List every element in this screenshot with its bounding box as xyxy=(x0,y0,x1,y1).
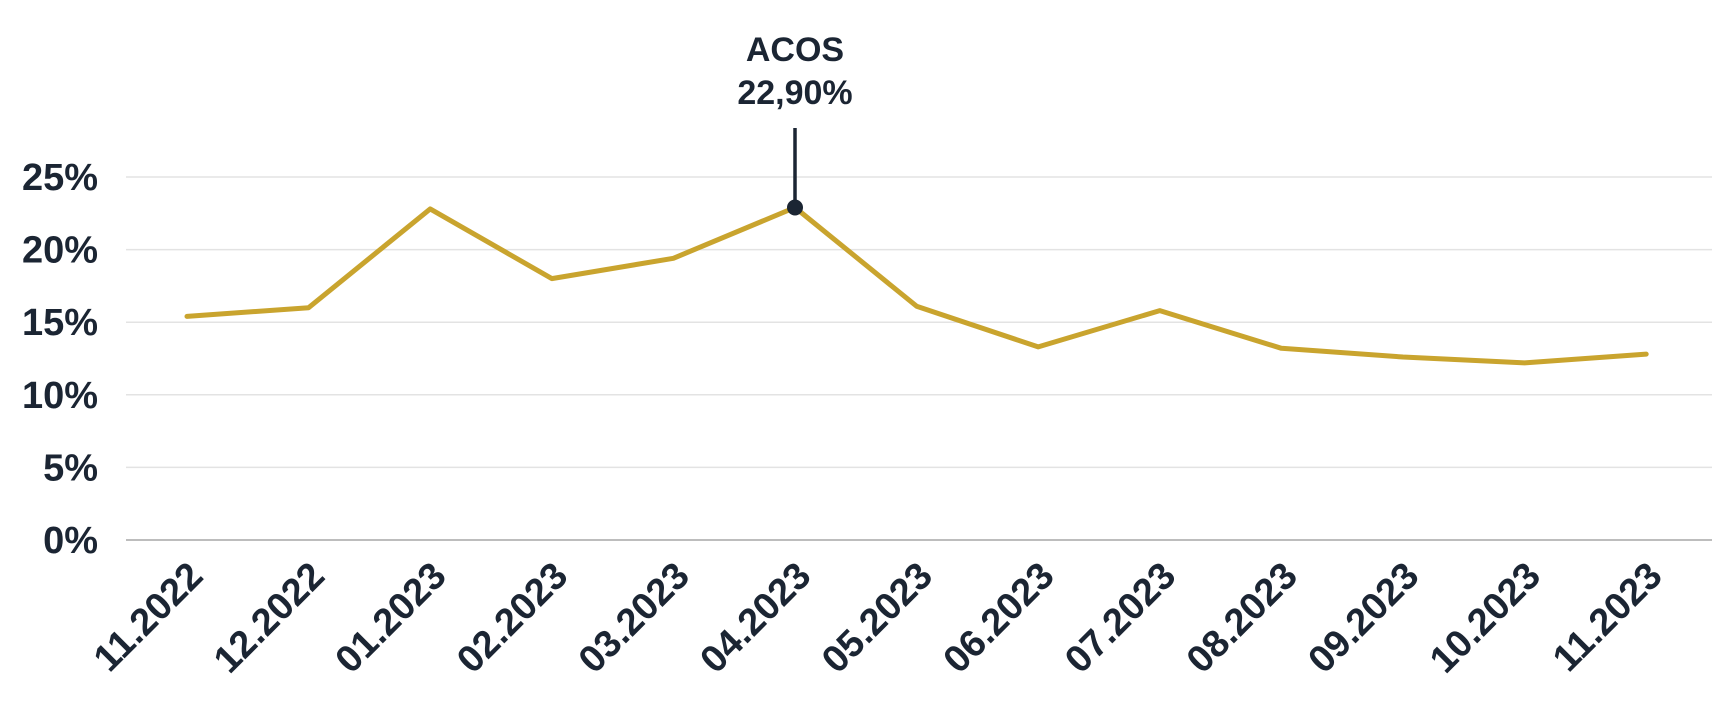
x-tick-label: 03.2023 xyxy=(571,555,698,682)
gridlines xyxy=(126,176,1712,541)
y-tick-label: 10% xyxy=(22,375,98,417)
x-tick-label: 10.2023 xyxy=(1422,555,1549,682)
annotation: ACOS 22,90% xyxy=(737,31,853,216)
y-axis-ticks: 0% 5% 10% 15% 20% 25% xyxy=(22,157,98,562)
x-tick-label: 06.2023 xyxy=(936,555,1063,682)
y-tick-label: 5% xyxy=(43,447,98,489)
series-layer xyxy=(184,205,1649,366)
annotation-label: ACOS xyxy=(746,31,844,69)
x-tick-label: 04.2023 xyxy=(693,555,820,682)
y-tick-label: 20% xyxy=(22,230,98,272)
x-tick-label: 12.2022 xyxy=(206,555,333,682)
x-tick-label: 07.2023 xyxy=(1057,555,1184,682)
x-tick-label: 09.2023 xyxy=(1301,555,1428,682)
x-tick-label: 08.2023 xyxy=(1179,555,1306,682)
annotation-value: 22,90% xyxy=(737,74,852,112)
x-tick-label: 05.2023 xyxy=(814,555,941,682)
series-line xyxy=(184,205,1649,366)
y-tick-label: 25% xyxy=(22,157,98,199)
x-tick-label: 11.2023 xyxy=(1545,555,1670,680)
y-tick-label: 15% xyxy=(22,302,98,344)
x-tick-label: 02.2023 xyxy=(449,555,576,682)
x-tick-label: 01.2023 xyxy=(328,555,455,682)
x-axis-ticks: 11.202212.202201.202302.202303.202304.20… xyxy=(86,555,1671,682)
annotation-marker xyxy=(787,199,803,216)
x-tick-label: 11.2022 xyxy=(86,555,211,680)
y-tick-label: 0% xyxy=(43,520,98,562)
